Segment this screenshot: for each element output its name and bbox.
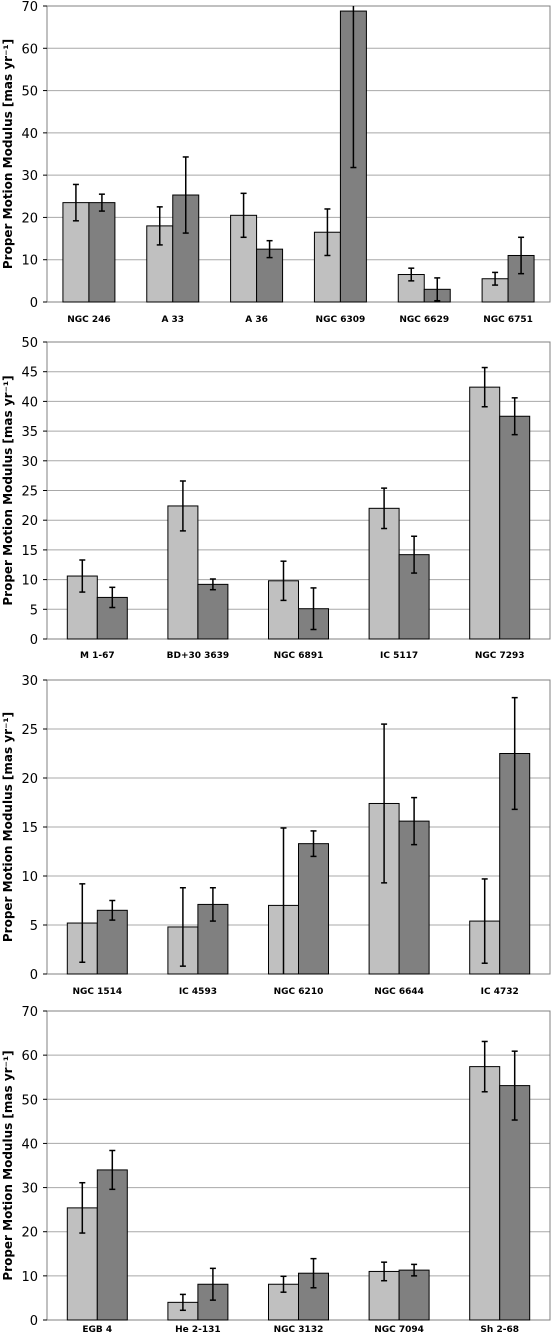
y-tick-label: 10 <box>21 870 38 885</box>
x-tick-label: IC 5117 <box>380 651 418 661</box>
y-tick-label: 70 <box>21 0 38 15</box>
y-tick-label: 10 <box>21 574 38 589</box>
y-axis-label: Proper Motion Modulus [mas yr⁻¹] <box>1 712 15 942</box>
bar <box>398 820 430 975</box>
x-tick-label: NGC 6210 <box>274 987 324 997</box>
y-tick-label: 10 <box>21 254 38 269</box>
y-tick-label: 50 <box>21 1093 38 1108</box>
y-axis-label: Proper Motion Modulus [mas yr⁻¹] <box>1 39 15 269</box>
bar <box>398 1269 430 1321</box>
x-tick-label: A 36 <box>245 315 268 325</box>
bar <box>96 1169 128 1321</box>
bar <box>469 1066 501 1321</box>
y-tick-label: 45 <box>21 366 38 381</box>
y-axis-label: Proper Motion Modulus [mas yr⁻¹] <box>1 375 15 605</box>
y-tick-label: 60 <box>21 1049 38 1064</box>
plot-area <box>46 5 551 303</box>
y-tick-label: 40 <box>21 395 38 410</box>
x-tick-label: NGC 246 <box>67 315 110 325</box>
bar-chart: 0 5 10 15 20 25 30 35 40 45 50 Proper Motion Modulu… <box>1 336 551 661</box>
bar-chart: 0 10 20 30 40 50 60 70 Proper Motion Modulus [ma… <box>1 1005 551 1335</box>
x-tick-label: NGC 6309 <box>316 315 366 325</box>
bar-chart: 0 5 10 15 20 25 30 Proper Motion Modulus [mas y… <box>1 674 551 997</box>
y-tick-label: 40 <box>21 1137 38 1152</box>
x-tick-label: NGC 3132 <box>274 1325 324 1335</box>
y-tick-label: 25 <box>21 485 38 500</box>
x-tick-label: NGC 7094 <box>374 1325 424 1335</box>
y-tick-label: 60 <box>21 42 38 57</box>
chart-panel-3: 0 5 10 15 20 25 30 Proper Motion Modulus [mas y… <box>0 672 553 1002</box>
x-tick-label: BD+30 3639 <box>167 651 230 661</box>
y-tick-label: 15 <box>21 544 38 559</box>
y-tick-label: 15 <box>21 821 38 836</box>
y-tick-label: 0 <box>30 1314 38 1329</box>
y-tick-label: 50 <box>21 336 38 351</box>
bar <box>469 386 501 640</box>
x-tick-label: A 33 <box>161 315 184 325</box>
x-tick-label: He 2-131 <box>175 1325 221 1335</box>
y-tick-label: 0 <box>30 968 38 983</box>
x-tick-label: EGB 4 <box>82 1325 112 1335</box>
y-tick-label: 0 <box>30 296 38 311</box>
chart-panel-4: 0 10 20 30 40 50 60 70 Proper Motion Modulus [ma… <box>0 1005 553 1339</box>
chart-panel-2: 0 5 10 15 20 25 30 35 40 45 50 Proper Motion Modulu… <box>0 330 553 665</box>
y-tick-label: 10 <box>21 1270 38 1285</box>
y-tick-label: 35 <box>21 425 38 440</box>
x-tick-label: M 1-67 <box>80 651 115 661</box>
y-tick-label: 20 <box>21 772 38 787</box>
y-axis-label: Proper Motion Modulus [mas yr⁻¹] <box>1 1050 15 1280</box>
y-tick-label: 20 <box>21 1226 38 1241</box>
y-tick-label: 50 <box>21 85 38 100</box>
x-tick-label: NGC 7293 <box>475 651 525 661</box>
y-tick-label: 30 <box>21 455 38 470</box>
y-tick-label: 40 <box>21 127 38 142</box>
y-tick-label: 20 <box>21 514 38 529</box>
x-tick-label: IC 4732 <box>481 987 519 997</box>
x-tick-label: IC 4593 <box>179 987 217 997</box>
bar <box>197 583 229 640</box>
chart-panel-1: 0 10 20 30 40 50 60 70 Proper Motion Modulus [ma… <box>0 0 553 325</box>
bar <box>298 843 329 975</box>
bar <box>499 415 531 640</box>
bar <box>88 202 116 303</box>
x-tick-label: NGC 6629 <box>399 315 449 325</box>
y-tick-label: 30 <box>21 674 38 689</box>
x-tick-label: NGC 6751 <box>483 315 533 325</box>
y-tick-label: 25 <box>21 723 38 738</box>
y-tick-label: 0 <box>30 633 38 648</box>
bar-chart: 0 10 20 30 40 50 60 70 Proper Motion Modulus [ma… <box>1 0 551 325</box>
y-tick-label: 30 <box>21 1182 38 1197</box>
x-tick-label: Sh 2-68 <box>480 1325 519 1335</box>
y-tick-label: 5 <box>30 603 38 618</box>
y-tick-label: 30 <box>21 169 38 184</box>
x-tick-label: NGC 6891 <box>274 651 324 661</box>
x-tick-label: NGC 1514 <box>72 987 122 997</box>
y-tick-label: 20 <box>21 211 38 226</box>
y-tick-label: 5 <box>30 919 38 934</box>
x-tick-label: NGC 6644 <box>374 987 424 997</box>
y-tick-label: 70 <box>21 1005 38 1020</box>
bar <box>96 909 128 975</box>
